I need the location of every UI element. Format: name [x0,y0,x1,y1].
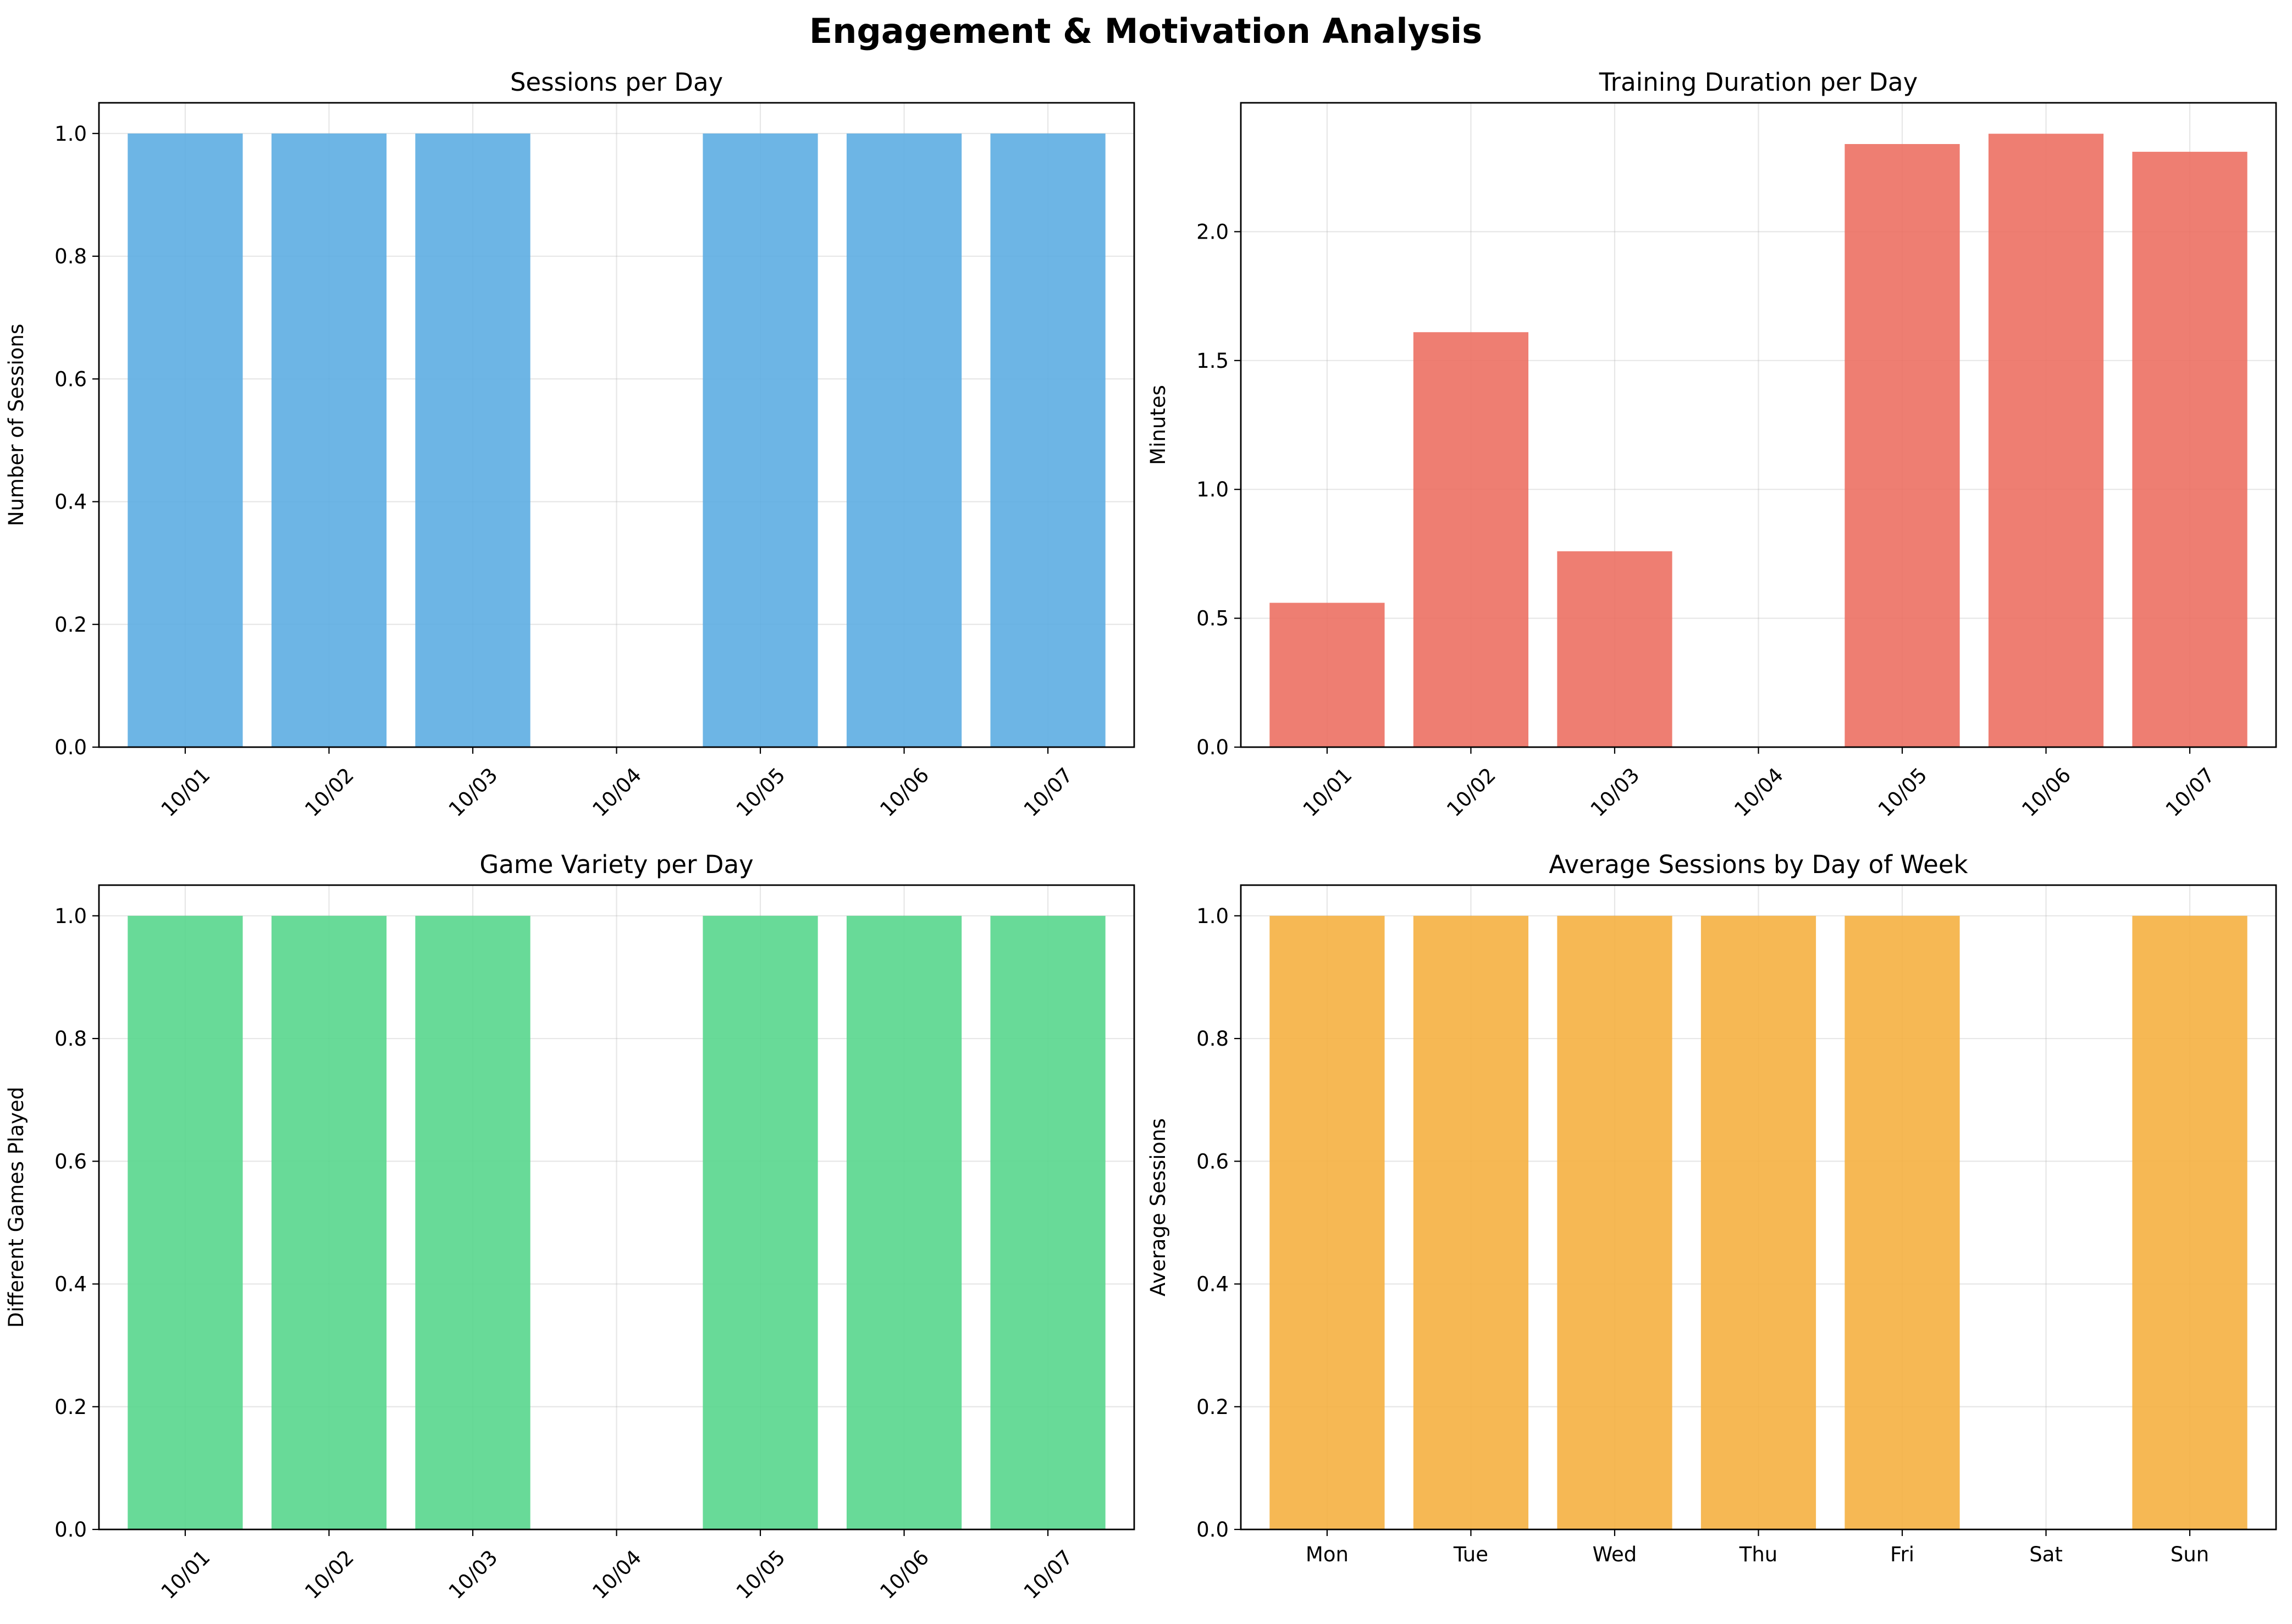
bar-10-07 [2132,152,2247,747]
y-tick-label: 0.8 [54,245,87,268]
bar-Wed [1557,915,1672,1529]
x-tick-label: Sun [2171,1543,2209,1566]
bar-10-02 [1413,332,1529,747]
x-tick-label: Sat [2029,1543,2063,1566]
x-tick-label: Tue [1453,1543,1488,1566]
bar-Tue [1413,915,1529,1529]
bar-10-07 [990,133,1106,747]
chart-title: Training Duration per Day [1599,68,1918,97]
x-tick-label: Fri [1890,1543,1914,1566]
bar-10-01 [128,915,243,1529]
bar-10-06 [846,915,962,1529]
y-tick-label: 0.0 [1196,1518,1229,1542]
bar-10-02 [271,133,387,747]
y-tick-label: 0.0 [54,1518,87,1542]
y-axis-label: Number of Sessions [4,324,28,526]
bar-Thu [1700,915,1816,1529]
y-tick-label: 0.0 [1196,736,1229,759]
bar-10-01 [128,133,243,747]
bar-Fri [1844,915,1960,1529]
chart-title: Sessions per Day [510,68,723,97]
y-tick-label: 1.0 [1196,904,1229,928]
y-axis-label: Minutes [1146,385,1170,465]
bar-10-03 [1557,551,1672,747]
bar-10-03 [415,915,531,1529]
bar-10-01 [1269,603,1385,747]
y-tick-label: 0.2 [1196,1395,1229,1419]
y-tick-label: 0.0 [54,736,87,759]
bar-10-06 [846,133,962,747]
bar-Mon [1269,915,1385,1529]
figure-suptitle: Engagement & Motivation Analysis [809,11,1482,51]
y-tick-label: 0.6 [54,1150,87,1173]
x-tick-label: Thu [1739,1543,1778,1566]
y-tick-label: 0.8 [1196,1027,1229,1051]
y-tick-label: 1.0 [54,904,87,928]
x-tick-label: Wed [1593,1543,1637,1566]
y-tick-label: 1.0 [1196,478,1229,501]
bar-10-05 [703,915,818,1529]
chart-panel-avg-sessions-by-weekday: Average Sessions by Day of Week 0.0 0.2 0.4… [1146,850,2277,1566]
y-tick-label: 2.0 [1196,220,1229,244]
bar-10-05 [1844,144,1960,747]
chart-panel-training-duration: Training Duration per Day 0.0 0.5 1.0 1.5 2.0… [1146,68,2277,821]
bar-10-06 [1988,134,2104,748]
y-tick-label: 0.4 [54,1273,87,1296]
bar-10-07 [990,915,1106,1529]
chart-title: Game Variety per Day [479,850,753,879]
y-tick-label: 0.8 [54,1027,87,1051]
y-tick-label: 0.6 [54,367,87,391]
chart-panel-game-variety: Game Variety per Day0.00.20.40.60.81.010… [4,850,1135,1604]
y-tick-label: 1.5 [1196,349,1229,373]
y-axis-label: Average Sessions [1146,1118,1170,1296]
bar-10-03 [415,133,531,747]
y-tick-label: 0.5 [1196,607,1229,631]
y-tick-label: 0.2 [54,613,87,637]
y-tick-label: 0.4 [54,490,87,514]
y-tick-label: 1.0 [54,122,87,146]
y-tick-label: 0.2 [54,1395,87,1419]
y-axis-label: Different Games Played [4,1087,28,1328]
bar-10-05 [703,133,818,747]
chart-title: Average Sessions by Day of Week [1549,850,1968,879]
y-tick-label: 0.4 [1196,1273,1229,1296]
bar-Sun [2132,915,2247,1529]
bar-10-02 [271,915,387,1529]
y-tick-label: 0.6 [1196,1150,1229,1173]
x-tick-label: Mon [1306,1543,1349,1566]
